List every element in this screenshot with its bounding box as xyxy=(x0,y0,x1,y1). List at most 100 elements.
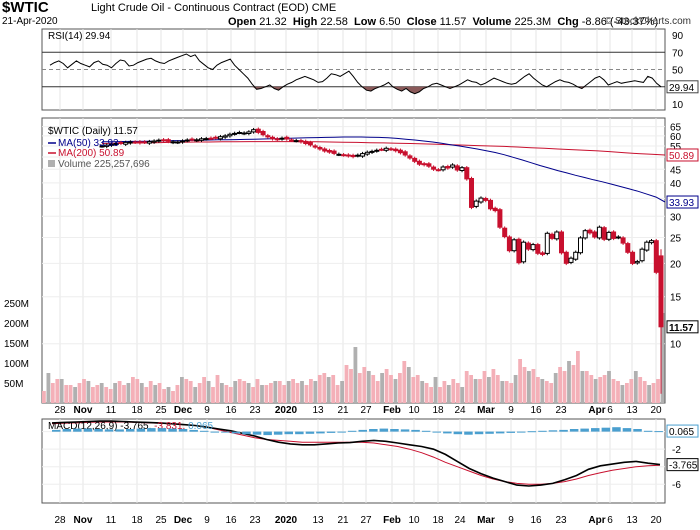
macd-histogram-bar xyxy=(453,431,463,435)
candle-body xyxy=(336,153,342,156)
volume-bar xyxy=(184,379,189,403)
candle-body xyxy=(298,140,304,143)
candle-body xyxy=(634,261,640,264)
volume-bar xyxy=(464,371,469,403)
volume-bar xyxy=(491,369,496,403)
volume-bar xyxy=(553,373,558,403)
price-tick-label: 10 xyxy=(670,340,682,351)
macd-histogram-bar xyxy=(210,431,219,433)
macd-histogram-bar xyxy=(580,428,589,432)
candle-body xyxy=(222,135,228,138)
volume-bar xyxy=(59,379,64,403)
low-value: 6.50 xyxy=(379,16,401,28)
x-axis-tick-label: Mar xyxy=(477,515,495,526)
volume-bar xyxy=(242,381,247,403)
price-markers: 50.89 33.93 11.57 xyxy=(666,148,699,334)
volume-bar xyxy=(220,383,224,403)
candle-body xyxy=(615,236,621,239)
volume-bar xyxy=(611,379,616,403)
volume-bar xyxy=(660,313,665,403)
volume-bar xyxy=(68,385,73,403)
candle-body xyxy=(142,141,148,144)
candle-body xyxy=(521,241,527,263)
instrument-name: Light Crude Oil - Continuous Contract (E… xyxy=(91,2,309,14)
candle-body xyxy=(563,251,569,264)
candle-body xyxy=(559,231,564,254)
candle-body xyxy=(502,227,508,238)
macd-histogram-bar xyxy=(273,431,283,435)
x-axis-tick-label: 27 xyxy=(360,515,372,526)
candle-body xyxy=(649,240,654,244)
volume-bar xyxy=(162,389,166,403)
volume-bar xyxy=(620,385,625,403)
x-axis-tick-label: 13 xyxy=(312,405,324,416)
volume-bar xyxy=(647,385,651,403)
volume-bar xyxy=(326,377,331,403)
volume-bar xyxy=(389,375,393,403)
volume-bar xyxy=(82,379,86,403)
candle-body xyxy=(440,166,446,171)
macd-histogram-bar xyxy=(231,431,241,434)
macd-line-marker-box xyxy=(666,458,699,472)
volume-bar xyxy=(269,383,273,403)
macd-histogram-bar xyxy=(506,431,515,433)
macd-histogram-bar xyxy=(178,429,188,432)
candle-body xyxy=(251,129,257,133)
candle-body xyxy=(421,163,427,166)
open-label: Open xyxy=(228,16,257,28)
macd-hist-marker: 0.065 xyxy=(669,427,694,438)
rsi-tick-label: 70 xyxy=(672,48,684,59)
candle-body xyxy=(170,141,176,144)
volume-bar xyxy=(211,387,215,403)
macd-histogram-bar xyxy=(358,429,367,432)
candle-body xyxy=(213,136,219,139)
x-axis-tick-label: 16 xyxy=(530,405,542,416)
macd-histogram-bar xyxy=(305,431,315,434)
volume-bar xyxy=(166,387,171,403)
macd-histogram-bar xyxy=(242,431,251,435)
price-tick-label: 15 xyxy=(670,293,682,304)
candle-body xyxy=(180,140,185,143)
volume-bar xyxy=(313,381,318,403)
price-tick-label: 65 xyxy=(670,123,682,134)
volume-bar xyxy=(357,373,362,403)
volume-bar xyxy=(304,385,309,403)
volume-bar xyxy=(197,383,202,403)
volume-bar xyxy=(602,375,607,403)
chg-value: -8.86 (-43.37%) xyxy=(581,16,659,28)
macd-histogram-bar xyxy=(527,431,537,433)
close-marker-box xyxy=(666,320,699,334)
candle-body xyxy=(161,139,167,142)
volume-tick-label: 100M xyxy=(4,359,29,370)
volume-bar xyxy=(46,373,51,403)
x-axis-tick-label: 25 xyxy=(155,405,167,416)
volume-bar xyxy=(139,383,144,403)
chg-label: Chg xyxy=(557,16,579,28)
candle-body xyxy=(270,136,275,140)
rsi-last-marker-box xyxy=(666,80,699,94)
volume-bar xyxy=(593,379,598,403)
volume-bar xyxy=(237,379,242,403)
volume-bar xyxy=(224,385,229,403)
price-tick-label: 60 xyxy=(670,132,682,143)
x-axis-tick-label: 6 xyxy=(607,405,613,416)
volume-bar xyxy=(340,381,344,403)
candle-body xyxy=(488,199,493,210)
x-axis-tick-label: 25 xyxy=(155,515,167,526)
x-axis-tick-label: 28 xyxy=(54,405,66,416)
macd-histogram-bar xyxy=(591,428,600,432)
x-axis-tick-label: 10 xyxy=(408,405,420,416)
volume-bar xyxy=(291,379,295,403)
candle-body xyxy=(568,257,574,263)
candle-body xyxy=(118,142,124,144)
macd-histogram-bar xyxy=(104,429,114,432)
volume-bar xyxy=(415,375,420,403)
price-tick-label: 45 xyxy=(670,165,682,176)
macd-hist-marker-box xyxy=(666,424,699,438)
x-axis-tick-label: 24 xyxy=(454,515,466,526)
candle-body xyxy=(331,150,337,154)
volume-bar xyxy=(504,381,509,403)
volume-bar xyxy=(446,385,451,403)
candle-body xyxy=(592,231,598,238)
